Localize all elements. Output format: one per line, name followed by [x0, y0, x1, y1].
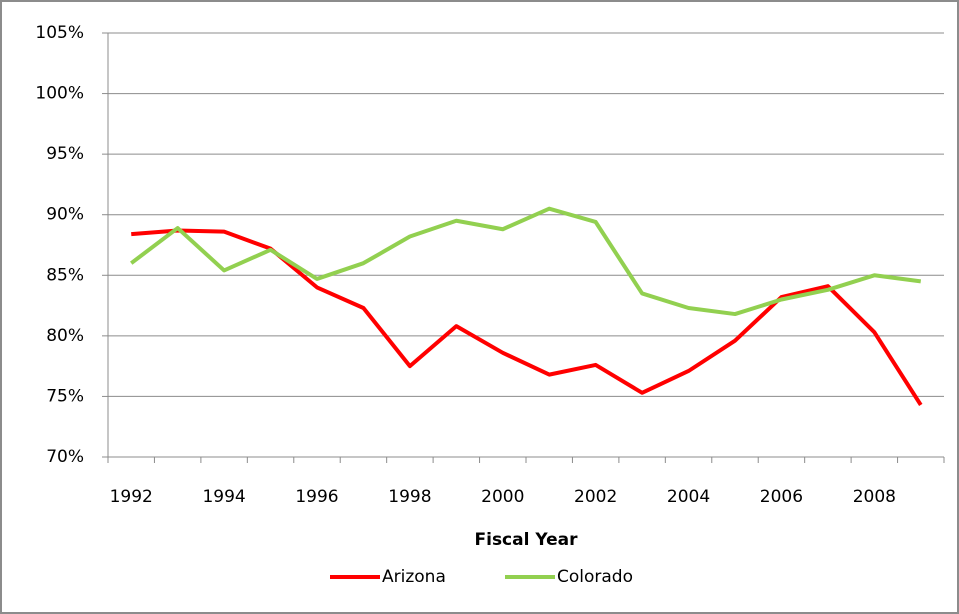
- y-tick-label: 85%: [46, 265, 84, 285]
- x-tick-label: 2008: [853, 487, 896, 507]
- x-axis-title: Fiscal Year: [475, 530, 579, 550]
- legend-label: Colorado: [557, 567, 633, 587]
- y-tick-label: 75%: [46, 386, 84, 406]
- x-tick-label: 2006: [760, 487, 803, 507]
- y-tick-label: 100%: [35, 84, 84, 104]
- x-tick-label: 2000: [481, 487, 524, 507]
- y-tick-label: 105%: [35, 23, 84, 43]
- y-tick-label: 95%: [46, 144, 84, 164]
- x-tick-label: 2004: [667, 487, 710, 507]
- x-tick-label: 2002: [574, 487, 617, 507]
- y-tick-label: 70%: [46, 447, 84, 467]
- x-tick-label: 1994: [202, 487, 245, 507]
- x-tick-label: 1992: [110, 487, 153, 507]
- x-tick-label: 1998: [388, 487, 431, 507]
- series-line: [131, 228, 923, 406]
- legend-label: Arizona: [382, 567, 446, 587]
- x-tick-label: 1996: [295, 487, 338, 507]
- series-line: [130, 206, 922, 317]
- y-tick-label: 90%: [46, 205, 84, 225]
- y-tick-label: 80%: [46, 326, 84, 346]
